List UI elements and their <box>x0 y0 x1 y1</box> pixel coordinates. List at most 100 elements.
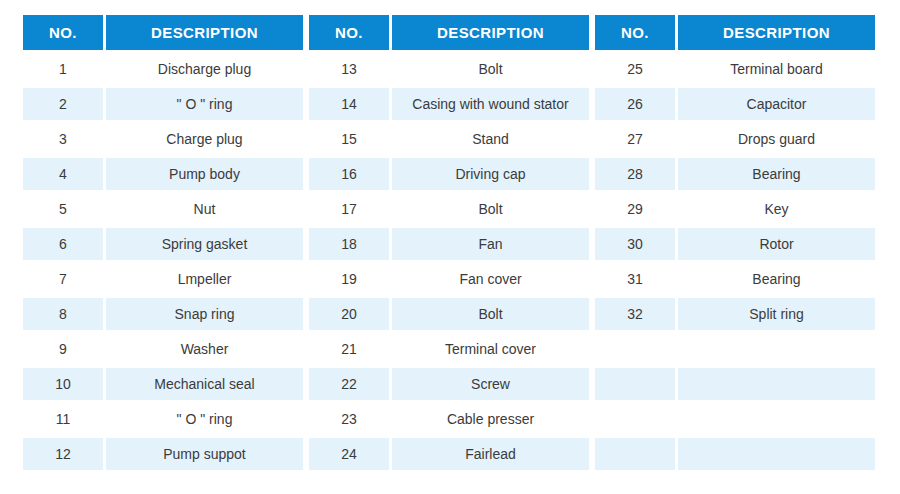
cell-no: 6 <box>23 228 103 260</box>
table-row: 3Charge plug <box>23 123 303 155</box>
table-row: 31Bearing <box>595 263 875 295</box>
cell-description: Terminal cover <box>392 333 589 365</box>
table-row: 18Fan <box>309 228 589 260</box>
cell-no: 21 <box>309 333 389 365</box>
table-row: 8Snap ring <box>23 298 303 330</box>
cell-no: 26 <box>595 88 675 120</box>
table-row: 6Spring gasket <box>23 228 303 260</box>
table-row: 19Fan cover <box>309 263 589 295</box>
cell-no: 11 <box>23 403 103 435</box>
cell-no: 3 <box>23 123 103 155</box>
header-cell-description: DESCRIPTION <box>106 15 303 50</box>
cell-no: 13 <box>309 53 389 85</box>
table-row <box>595 333 875 365</box>
cell-description: Charge plug <box>106 123 303 155</box>
table-row <box>595 438 875 470</box>
cell-description: Spring gasket <box>106 228 303 260</box>
table-row: 29Key <box>595 193 875 225</box>
header-row: NO.DESCRIPTION <box>23 15 303 50</box>
parts-list-table: NO.DESCRIPTION1Discharge plug2" O " ring… <box>0 0 900 473</box>
table-row: 1Discharge plug <box>23 53 303 85</box>
cell-description: Drops guard <box>678 123 875 155</box>
cell-description: Screw <box>392 368 589 400</box>
table-row: 2" O " ring <box>23 88 303 120</box>
cell-no: 4 <box>23 158 103 190</box>
cell-description <box>678 368 875 400</box>
cell-no: 24 <box>309 438 389 470</box>
cell-description: Snap ring <box>106 298 303 330</box>
cell-description: Casing with wound stator <box>392 88 589 120</box>
cell-no: 27 <box>595 123 675 155</box>
header-cell-no: NO. <box>309 15 389 50</box>
cell-no: 30 <box>595 228 675 260</box>
table-row: 28Bearing <box>595 158 875 190</box>
table-row: 17Bolt <box>309 193 589 225</box>
cell-no <box>595 368 675 400</box>
cell-no: 25 <box>595 53 675 85</box>
parts-table-group-2: NO.DESCRIPTION13Bolt14Casing with wound … <box>306 12 592 473</box>
header-row: NO.DESCRIPTION <box>309 15 589 50</box>
cell-no <box>595 333 675 365</box>
cell-description: Pump suppot <box>106 438 303 470</box>
header-cell-no: NO. <box>23 15 103 50</box>
table-row: 14Casing with wound stator <box>309 88 589 120</box>
table-row: 10Mechanical seal <box>23 368 303 400</box>
table-row: 20Bolt <box>309 298 589 330</box>
header-cell-description: DESCRIPTION <box>392 15 589 50</box>
cell-description: Bearing <box>678 158 875 190</box>
table-row: 21Terminal cover <box>309 333 589 365</box>
cell-no: 22 <box>309 368 389 400</box>
cell-no: 18 <box>309 228 389 260</box>
cell-description: Key <box>678 193 875 225</box>
cell-description: " O " ring <box>106 88 303 120</box>
table-row: 26Capacitor <box>595 88 875 120</box>
parts-table-group-3: NO.DESCRIPTION25Terminal board26Capacito… <box>592 12 878 473</box>
cell-description: Terminal board <box>678 53 875 85</box>
cell-description: " O " ring <box>106 403 303 435</box>
cell-description: Split ring <box>678 298 875 330</box>
cell-description: Washer <box>106 333 303 365</box>
cell-no: 8 <box>23 298 103 330</box>
cell-no: 29 <box>595 193 675 225</box>
cell-description: Stand <box>392 123 589 155</box>
cell-description <box>678 438 875 470</box>
cell-no: 2 <box>23 88 103 120</box>
table-row: 5Nut <box>23 193 303 225</box>
table-row: 32Split ring <box>595 298 875 330</box>
cell-no: 5 <box>23 193 103 225</box>
table-row: 15Stand <box>309 123 589 155</box>
cell-description: Discharge plug <box>106 53 303 85</box>
cell-no: 1 <box>23 53 103 85</box>
table-row: 27Drops guard <box>595 123 875 155</box>
table-row: 4Pump body <box>23 158 303 190</box>
cell-no: 12 <box>23 438 103 470</box>
cell-description <box>678 333 875 365</box>
table-row: 16Driving cap <box>309 158 589 190</box>
table-row: 23Cable presser <box>309 403 589 435</box>
cell-no: 31 <box>595 263 675 295</box>
cell-description: Bolt <box>392 298 589 330</box>
cell-no: 9 <box>23 333 103 365</box>
parts-table-group-1: NO.DESCRIPTION1Discharge plug2" O " ring… <box>20 12 306 473</box>
cell-no <box>595 438 675 470</box>
cell-description: Fan cover <box>392 263 589 295</box>
cell-description: Bolt <box>392 193 589 225</box>
cell-no: 15 <box>309 123 389 155</box>
cell-no: 10 <box>23 368 103 400</box>
cell-description: Lmpeller <box>106 263 303 295</box>
cell-no: 20 <box>309 298 389 330</box>
cell-description <box>678 403 875 435</box>
cell-description: Nut <box>106 193 303 225</box>
cell-no: 19 <box>309 263 389 295</box>
cell-no: 16 <box>309 158 389 190</box>
cell-no: 14 <box>309 88 389 120</box>
table-row: 22Screw <box>309 368 589 400</box>
cell-description: Fairlead <box>392 438 589 470</box>
cell-description: Bolt <box>392 53 589 85</box>
cell-no <box>595 403 675 435</box>
header-cell-no: NO. <box>595 15 675 50</box>
cell-no: 7 <box>23 263 103 295</box>
cell-description: Mechanical seal <box>106 368 303 400</box>
cell-no: 23 <box>309 403 389 435</box>
table-row: 9Washer <box>23 333 303 365</box>
